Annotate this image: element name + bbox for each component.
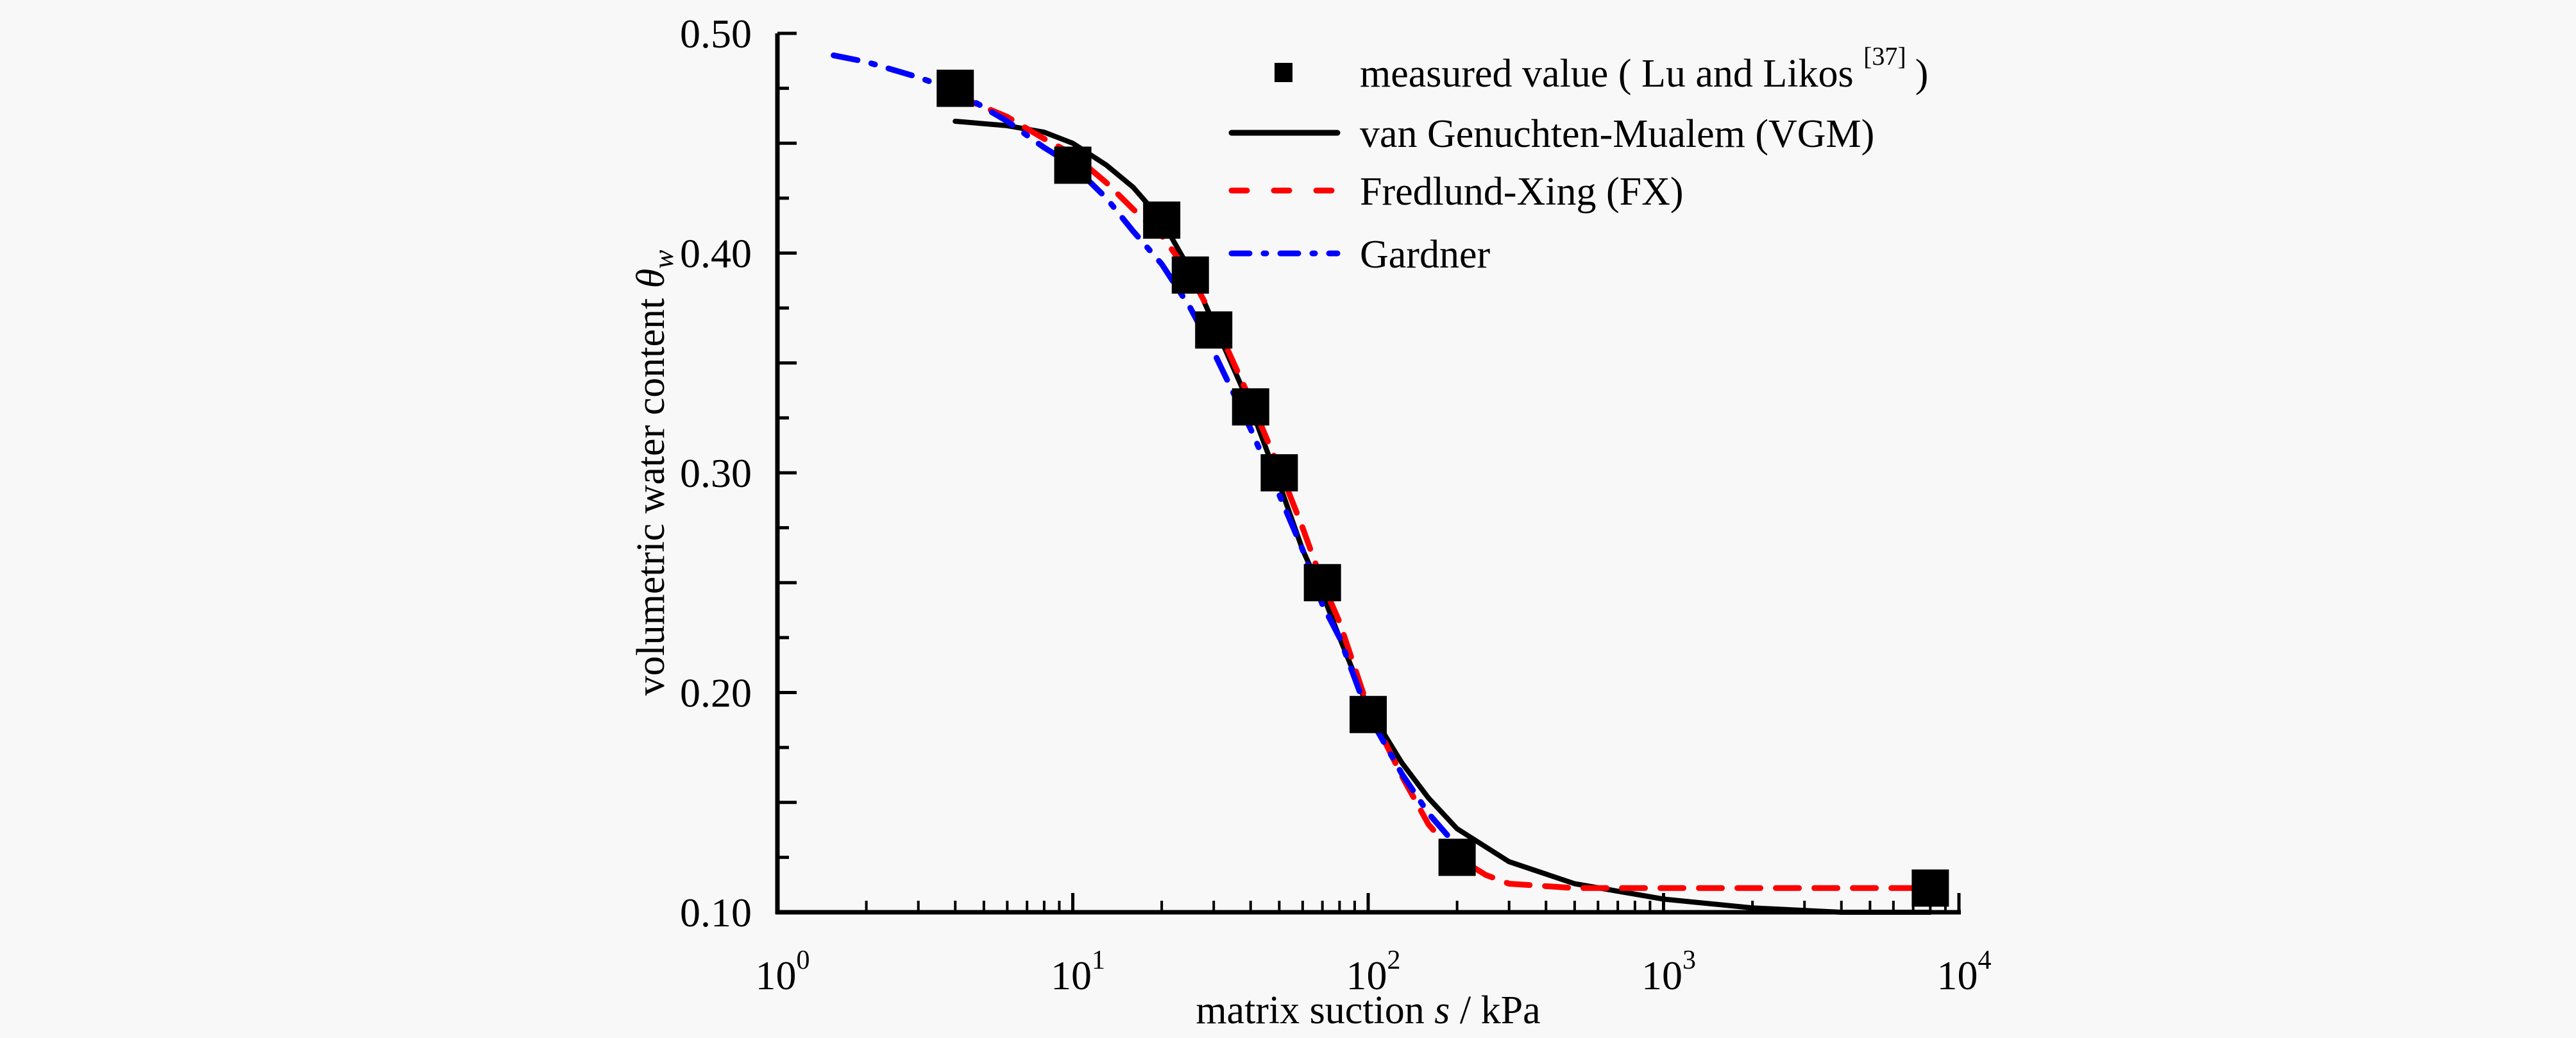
- y-tick-label: 0.40: [680, 231, 752, 277]
- series-layer: [831, 52, 1949, 915]
- legend-label: van Genuchten-Mualem (VGM): [1360, 112, 1874, 156]
- legend-marker-square: [1275, 63, 1292, 82]
- x-tick-exponent: 0: [797, 946, 810, 975]
- x-axis-title: matrix suction s / kPa: [1196, 989, 1540, 1032]
- x-tick-label: 103: [1641, 946, 1696, 998]
- legend-label-text: measured value ( Lu and Likos: [1360, 52, 1863, 96]
- series-measured: [936, 69, 1949, 907]
- legend: measured value ( Lu and Likos [37]) van G…: [1228, 42, 1928, 277]
- legend-label-tail: ): [1915, 52, 1929, 96]
- x-tick-base: 10: [1051, 953, 1092, 998]
- x-tick-base: 10: [756, 953, 797, 998]
- data-point: [1350, 695, 1387, 733]
- legend-label-text: Gardner: [1360, 233, 1490, 277]
- y-axis-title-var: θ: [629, 269, 673, 288]
- data-point: [936, 69, 974, 107]
- data-point: [1195, 311, 1233, 349]
- series-fx: [952, 92, 1933, 891]
- data-point: [1171, 256, 1209, 294]
- x-tick-exponent: 3: [1682, 946, 1696, 975]
- legend-label-text: van Genuchten-Mualem (VGM): [1360, 112, 1874, 156]
- legend-item-measured: measured value ( Lu and Likos [37]): [1275, 42, 1928, 96]
- legend-item-gardner: Gardner: [1228, 233, 1490, 277]
- y-tick-label: 0.30: [680, 450, 752, 496]
- x-axis-title-pre: matrix suction: [1196, 989, 1434, 1032]
- y-tick-label: 0.10: [680, 890, 752, 935]
- x-tick-label: 102: [1346, 946, 1401, 998]
- x-tick-base: 10: [1346, 953, 1387, 998]
- y-axis-title: volumetric water content θw: [629, 250, 679, 696]
- x-tick-label: 100: [756, 946, 810, 998]
- y-tick-label: 0.50: [680, 11, 752, 56]
- y-axis-title-pre: volumetric water content: [629, 288, 673, 695]
- series-line-fx: [952, 92, 1933, 891]
- data-point: [1438, 838, 1476, 876]
- data-point: [1260, 454, 1298, 491]
- legend-label: measured value ( Lu and Likos [37]): [1360, 42, 1928, 96]
- x-tick-base: 10: [1937, 953, 1978, 998]
- x-axis-title-post: / kPa: [1450, 989, 1540, 1032]
- legend-label-text: Fredlund-Xing (FX): [1360, 170, 1684, 214]
- legend-item-fx: Fredlund-Xing (FX): [1228, 170, 1684, 214]
- legend-item-vgm: van Genuchten-Mualem (VGM): [1228, 112, 1874, 156]
- legend-label: Fredlund-Xing (FX): [1360, 170, 1684, 214]
- data-point: [1054, 146, 1092, 184]
- x-axis-title-var: s: [1434, 989, 1450, 1032]
- x-tick-label: 104: [1937, 946, 1992, 998]
- x-tick-base: 10: [1641, 953, 1682, 998]
- y-axis-title-sub: w: [648, 250, 679, 269]
- data-point: [1232, 388, 1269, 426]
- x-tick-exponent: 1: [1092, 946, 1105, 975]
- data-point: [1143, 201, 1181, 239]
- data-point: [1303, 564, 1341, 602]
- y-tick-label: 0.20: [680, 670, 752, 716]
- x-tick-exponent: 2: [1387, 946, 1401, 975]
- x-tick-exponent: 4: [1978, 946, 1992, 975]
- data-point: [1911, 869, 1949, 907]
- legend-label: Gardner: [1360, 233, 1490, 277]
- legend-label-citation: [37]: [1863, 42, 1906, 71]
- x-tick-label: 101: [1051, 946, 1105, 998]
